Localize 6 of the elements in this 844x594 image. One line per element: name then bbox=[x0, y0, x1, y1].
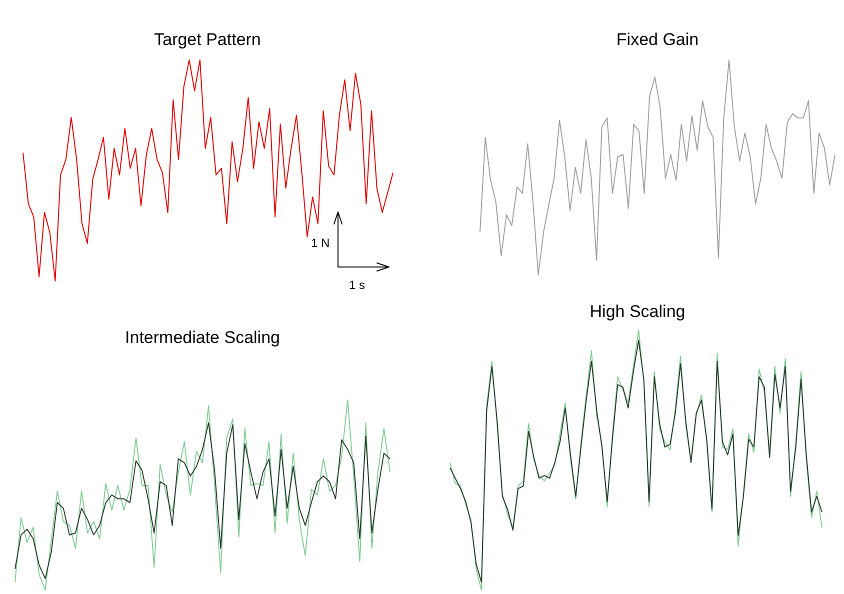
annotation: 1 N bbox=[311, 236, 330, 250]
chart-title: Fixed Gain bbox=[616, 30, 699, 49]
chart-title: Target Pattern bbox=[154, 30, 261, 49]
annotation: 1 s bbox=[349, 278, 366, 292]
chart-title: Intermediate Scaling bbox=[125, 328, 280, 347]
chart-title: High Scaling bbox=[590, 302, 686, 321]
